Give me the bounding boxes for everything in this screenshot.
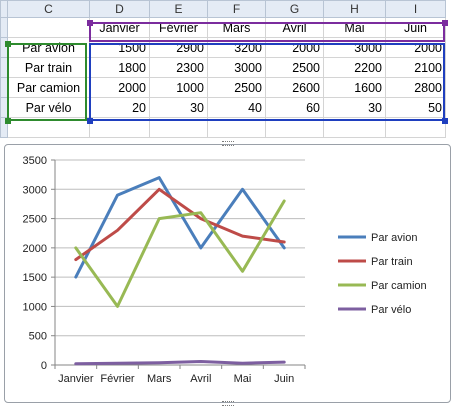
cell-month[interactable]: Février <box>149 17 208 38</box>
range-resize-handle[interactable] <box>5 118 11 124</box>
cell-value[interactable]: 2000 <box>385 37 446 58</box>
cell-label[interactable]: Par avion <box>7 37 90 58</box>
cell-value[interactable]: 3000 <box>323 37 386 58</box>
cell-month[interactable]: Mai <box>323 17 386 38</box>
column-header-f[interactable]: F <box>207 0 266 18</box>
line-chart: 0 500 1000 1500 2000 2500 3000 3500 Janvier Févri… <box>23 155 427 385</box>
legend-label: Par camion <box>371 280 427 292</box>
cell-value[interactable]: 3000 <box>207 57 266 78</box>
cell-value[interactable]: 40 <box>207 97 266 118</box>
cell-value[interactable]: 50 <box>385 97 446 118</box>
legend-label: Par vélo <box>371 304 411 316</box>
cell-value[interactable]: 2000 <box>265 37 324 58</box>
cell-value[interactable]: 2500 <box>265 57 324 78</box>
table-row: Par camion 2000 1000 2500 2600 1600 2800 <box>0 77 446 98</box>
cell-value[interactable]: 60 <box>265 97 324 118</box>
column-header-i[interactable]: I <box>385 0 446 18</box>
column-header-h[interactable]: H <box>323 0 386 18</box>
x-tick-label: Février <box>100 373 135 385</box>
table-row: Par vélo 20 30 40 60 30 50 <box>0 97 446 118</box>
cell-value[interactable]: 2900 <box>149 37 208 58</box>
cell-value[interactable]: 1000 <box>149 77 208 98</box>
series-line <box>74 199 286 308</box>
y-tick-label: 2000 <box>23 243 47 255</box>
row-header[interactable] <box>0 17 8 38</box>
legend-label: Par train <box>371 256 413 268</box>
x-tick-label: Avril <box>190 373 211 385</box>
data-table: C D E F G H I Janvier Février Mars Avril… <box>0 0 446 138</box>
y-tick-label: 3000 <box>23 184 47 196</box>
empty-cell[interactable] <box>265 117 324 138</box>
cell-value[interactable]: 1800 <box>89 57 150 78</box>
spreadsheet-grid: C D E F G H I Janvier Février Mars Avril… <box>0 0 458 140</box>
chart-resize-grip-bottom[interactable] <box>222 401 234 406</box>
range-resize-handle[interactable] <box>87 118 93 124</box>
cell-value[interactable]: 20 <box>89 97 150 118</box>
series-line <box>74 176 286 279</box>
cell-value[interactable]: 30 <box>323 97 386 118</box>
y-tick-label: 2500 <box>23 214 47 226</box>
row-header[interactable] <box>0 57 8 78</box>
row-header[interactable] <box>0 77 8 98</box>
column-header-d[interactable]: D <box>89 0 150 18</box>
cell-value[interactable]: 2300 <box>149 57 208 78</box>
table-row: Par train 1800 2300 3000 2500 2200 2100 <box>0 57 446 78</box>
cell-label[interactable]: Par camion <box>7 77 90 98</box>
cell-value[interactable]: 2100 <box>385 57 446 78</box>
cell-value[interactable]: 2600 <box>265 77 324 98</box>
month-header-row: Janvier Février Mars Avril Mai Juin <box>0 17 446 38</box>
row-header[interactable] <box>0 97 8 118</box>
cell-month[interactable]: Avril <box>265 17 324 38</box>
line-chart-object[interactable]: 0 500 1000 1500 2000 2500 3000 3500 Janvier Févri… <box>4 144 451 403</box>
range-resize-handle[interactable] <box>5 41 11 47</box>
cell-value[interactable]: 3200 <box>207 37 266 58</box>
legend-label: Par avion <box>371 232 417 244</box>
y-tick-label: 500 <box>29 331 47 343</box>
cell-label[interactable]: Par vélo <box>7 97 90 118</box>
chart-resize-grip-top[interactable] <box>222 141 234 146</box>
series-line <box>74 360 286 366</box>
empty-cell[interactable] <box>149 117 208 138</box>
y-tick-label: 3500 <box>23 155 47 167</box>
table-row: Par avion 1500 2900 3200 2000 3000 2000 <box>0 37 446 58</box>
column-header-e[interactable]: E <box>149 0 208 18</box>
cell-month[interactable]: Mars <box>207 17 266 38</box>
x-tick-label: Juin <box>274 373 294 385</box>
column-header-c[interactable]: C <box>7 0 90 18</box>
cell-value[interactable]: 2500 <box>207 77 266 98</box>
select-all-corner[interactable] <box>0 0 8 18</box>
y-tick-label: 1000 <box>23 301 47 313</box>
y-tick-label: 1500 <box>23 272 47 284</box>
cell-value[interactable]: 2200 <box>323 57 386 78</box>
empty-cell[interactable] <box>323 117 386 138</box>
x-tick-label: Mars <box>147 373 172 385</box>
range-resize-handle[interactable] <box>442 118 448 124</box>
column-header-row: C D E F G H I <box>0 0 446 18</box>
cell-value[interactable]: 2800 <box>385 77 446 98</box>
empty-cell[interactable] <box>89 117 150 138</box>
cell-value[interactable]: 2000 <box>89 77 150 98</box>
empty-cell[interactable] <box>207 117 266 138</box>
column-header-g[interactable]: G <box>265 0 324 18</box>
empty-row <box>0 117 446 138</box>
cell-value[interactable]: 30 <box>149 97 208 118</box>
cell-value[interactable]: 1500 <box>89 37 150 58</box>
series-line <box>74 187 286 262</box>
range-resize-handle[interactable] <box>442 20 448 26</box>
cell-label[interactable]: Par train <box>7 57 90 78</box>
empty-cell[interactable] <box>7 17 90 38</box>
range-resize-handle[interactable] <box>87 20 93 26</box>
cell-month[interactable]: Janvier <box>89 17 150 38</box>
x-tick-label: Janvier <box>58 373 94 385</box>
cell-month[interactable]: Juin <box>385 17 446 38</box>
empty-cell[interactable] <box>385 117 446 138</box>
y-tick-label: 0 <box>41 360 47 372</box>
cell-value[interactable]: 1600 <box>323 77 386 98</box>
empty-cell[interactable] <box>7 117 90 138</box>
x-tick-label: Mai <box>234 373 252 385</box>
